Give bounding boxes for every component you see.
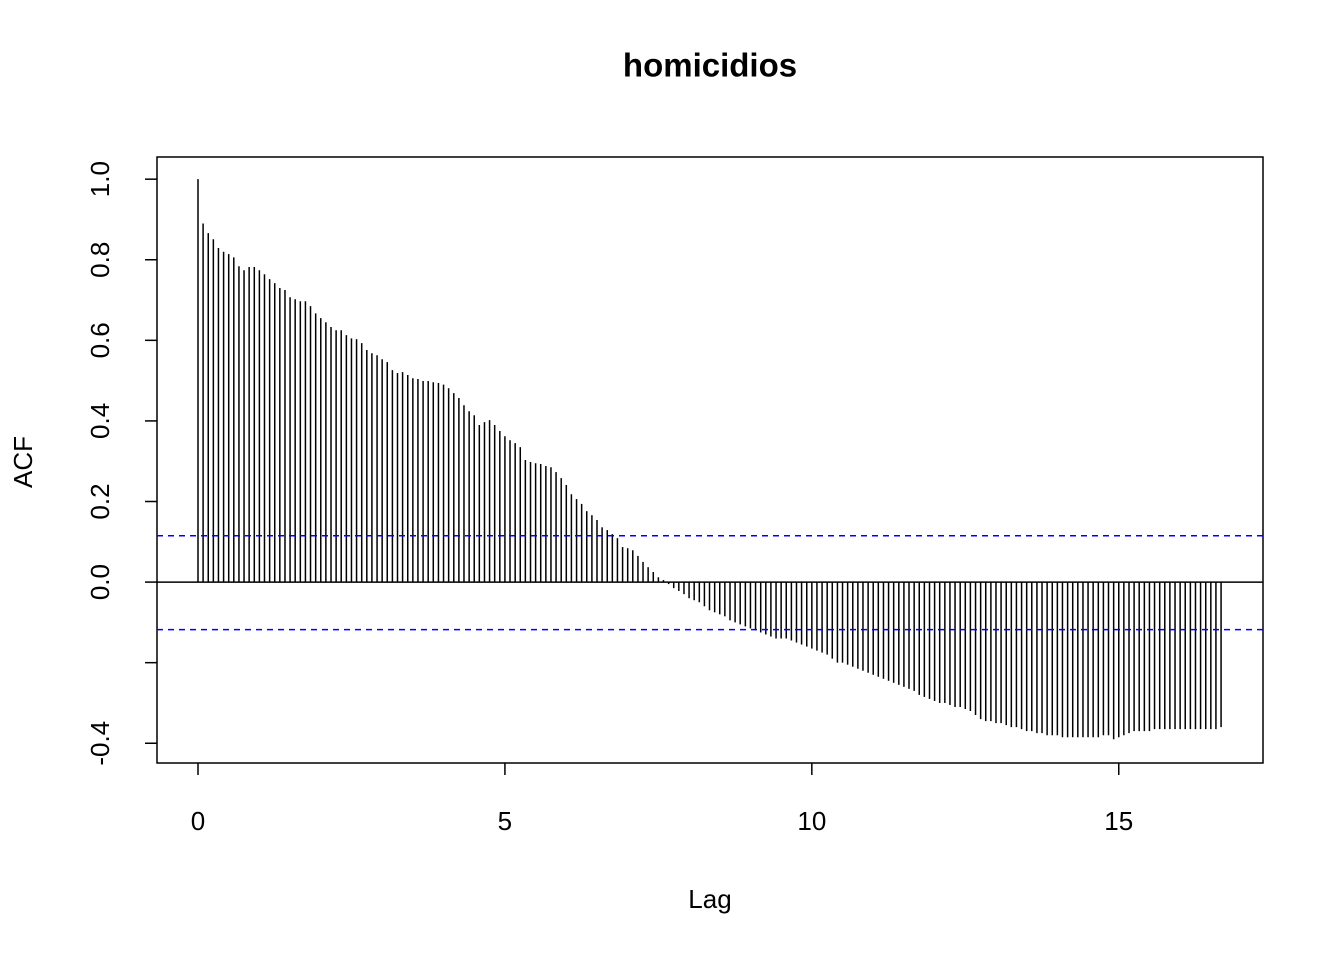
y-tick-label: 0.2 <box>85 483 115 519</box>
x-tick-label: 15 <box>1104 806 1133 836</box>
y-tick-label: 0.4 <box>85 403 115 439</box>
y-tick-label: 0.8 <box>85 242 115 278</box>
plot-frame <box>156 156 1264 764</box>
chart-title: homicidios <box>623 47 797 84</box>
y-axis-label: ACF <box>8 436 38 488</box>
x-tick-label: 5 <box>498 806 512 836</box>
y-tick-label: 0.6 <box>85 322 115 358</box>
y-tick-label: 1.0 <box>85 161 115 197</box>
y-tick-label: 0.0 <box>85 564 115 600</box>
x-tick-label: 10 <box>797 806 826 836</box>
x-axis-label: Lag <box>688 884 731 914</box>
y-tick-label: -0.4 <box>85 721 115 766</box>
x-tick-label: 0 <box>191 806 205 836</box>
